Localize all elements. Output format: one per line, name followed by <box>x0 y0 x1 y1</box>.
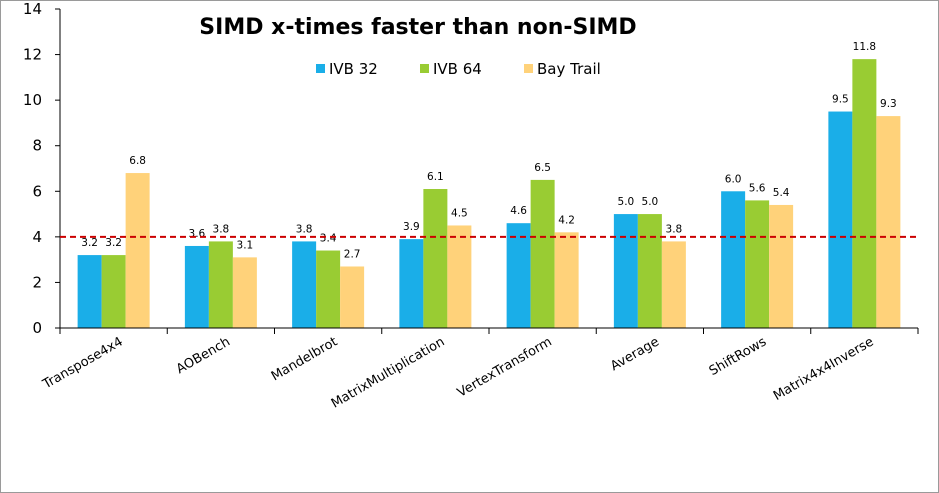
bar-ivb-32 <box>828 111 853 329</box>
data-label: 5.0 <box>642 196 659 208</box>
bar-ivb-64 <box>208 241 233 328</box>
bar-ivb-32 <box>184 245 209 328</box>
bar-bay-trail <box>661 241 686 328</box>
data-label: 5.4 <box>773 187 790 199</box>
y-axis: 0 2 4 6 8 10 12 14 <box>23 0 61 337</box>
y-tick-label: 14 <box>23 0 42 18</box>
data-label: 4.2 <box>558 214 575 226</box>
bar-bay-trail <box>876 116 901 328</box>
bar-ivb-32 <box>292 241 317 328</box>
data-label: 4.5 <box>451 207 468 219</box>
bar-bay-trail <box>447 225 472 328</box>
bar-bay-trail <box>340 266 365 328</box>
y-tick-label: 8 <box>32 137 42 155</box>
x-axis: Transpose4x4 AOBench MandelbrotMatrixMulti… <box>40 327 919 412</box>
legend-swatch <box>524 64 533 73</box>
x-category-label: MatrixMultiplication <box>329 334 448 411</box>
bar-ivb-32 <box>399 239 424 328</box>
x-category-label: AOBench <box>174 334 233 377</box>
legend-swatch <box>316 64 325 73</box>
data-label: 9.5 <box>832 94 849 106</box>
bar-ivb-64 <box>530 179 555 328</box>
bar-ivb-32 <box>721 191 746 328</box>
data-label: 11.8 <box>853 41 876 53</box>
data-label: 3.8 <box>666 223 683 235</box>
x-category-label: ShiftRows <box>707 334 770 379</box>
bar-bay-trail <box>125 173 150 328</box>
data-label: 3.1 <box>237 239 254 251</box>
y-tick-label: 10 <box>23 91 42 109</box>
bar-ivb-64 <box>637 214 662 328</box>
legend-label: Bay Trail <box>537 60 601 78</box>
y-tick-label: 6 <box>32 182 42 200</box>
legend-label: IVB 64 <box>433 60 482 78</box>
data-label: 3.4 <box>320 233 337 245</box>
x-category-label: Matrix4x4Inverse <box>771 334 876 404</box>
x-category-label: Transpose4x4 <box>40 334 126 392</box>
data-label: 6.8 <box>129 155 146 167</box>
data-label: 5.6 <box>749 182 766 194</box>
legend-label: IVB 32 <box>329 60 378 78</box>
legend-swatch <box>420 64 429 73</box>
data-label: 6.1 <box>427 171 444 183</box>
bar-ivb-32 <box>77 255 102 328</box>
data-label: 2.7 <box>344 248 361 260</box>
bars <box>77 59 901 329</box>
data-label: 9.3 <box>880 98 897 110</box>
bar-ivb-32 <box>613 214 638 328</box>
bar-ivb-64 <box>852 59 877 328</box>
data-label: 3.2 <box>81 237 98 249</box>
y-tick-label: 0 <box>32 319 42 337</box>
legend: IVB 32 IVB 64 Bay Trail <box>316 60 601 78</box>
data-label: 3.8 <box>213 223 230 235</box>
bar-ivb-64 <box>316 250 341 328</box>
data-label: 3.8 <box>296 223 313 235</box>
bar-bay-trail <box>232 257 257 328</box>
y-tick-label: 2 <box>32 273 42 291</box>
bar-ivb-32 <box>506 223 531 328</box>
data-label: 5.0 <box>618 196 635 208</box>
bar-bay-trail <box>554 232 579 328</box>
data-label: 6.0 <box>725 173 742 185</box>
bar-ivb-64 <box>745 200 770 328</box>
data-labels: 3.2 3.2 6.8 3.6 3.8 3.1 3.8 3.4 2.7 3.9 6.1 4.5 4.6 6… <box>81 41 896 260</box>
x-category-label: Average <box>608 334 662 374</box>
bar-ivb-64 <box>423 189 448 328</box>
y-tick-label: 4 <box>32 228 42 246</box>
chart-title: SIMD x-times faster than non-SIMD <box>199 15 636 40</box>
data-label: 3.9 <box>403 221 420 233</box>
data-label: 6.5 <box>534 162 551 174</box>
data-label: 3.6 <box>189 228 206 240</box>
x-category-label: VertexTransform <box>455 334 555 400</box>
x-category-label: Mandelbrot <box>269 334 340 384</box>
bar-bay-trail <box>769 204 794 328</box>
bar-ivb-64 <box>101 255 126 328</box>
data-label: 3.2 <box>105 237 122 249</box>
data-label: 4.6 <box>510 205 527 217</box>
y-tick-label: 12 <box>23 46 42 64</box>
